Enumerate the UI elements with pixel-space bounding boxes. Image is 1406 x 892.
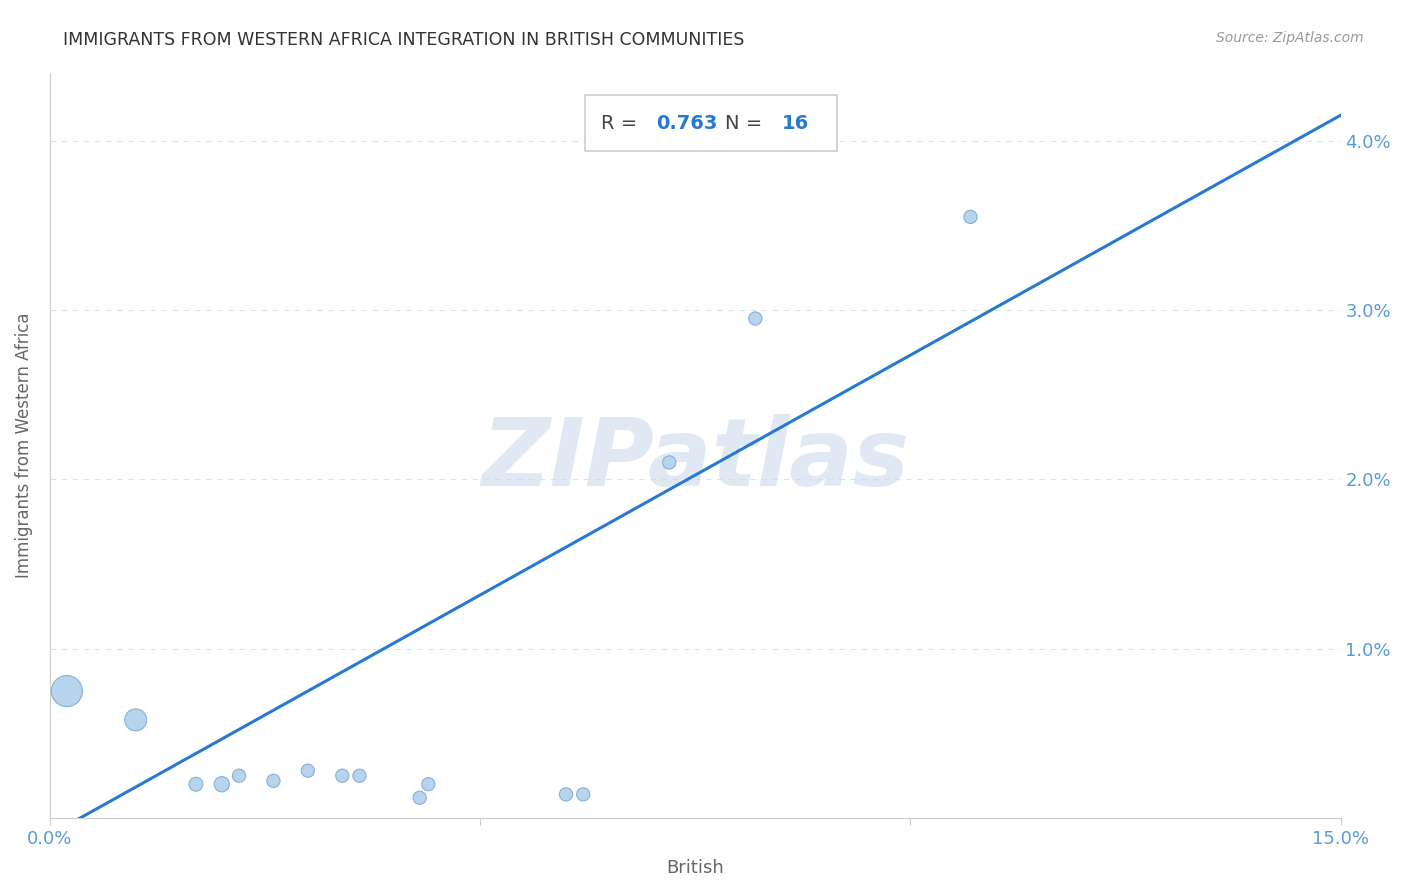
Point [744,311,766,326]
Text: 0.763: 0.763 [657,114,717,133]
Point [297,764,319,778]
Point [211,777,233,791]
Text: R =: R = [600,114,644,133]
Point [418,777,440,791]
Y-axis label: Immigrants from Western Africa: Immigrants from Western Africa [15,313,32,578]
Point [56,684,79,698]
Point [572,788,595,802]
FancyBboxPatch shape [585,95,837,152]
Text: N =: N = [724,114,768,133]
Text: IMMIGRANTS FROM WESTERN AFRICA INTEGRATION IN BRITISH COMMUNITIES: IMMIGRANTS FROM WESTERN AFRICA INTEGRATI… [63,31,745,49]
Point [349,769,371,783]
Text: Source: ZipAtlas.com: Source: ZipAtlas.com [1216,31,1364,45]
Point [959,210,981,224]
Point [409,790,432,805]
Point [125,713,148,727]
Point [330,769,353,783]
X-axis label: British: British [666,859,724,877]
Text: ZIPatlas: ZIPatlas [481,415,910,507]
Point [555,788,578,802]
Point [184,777,207,791]
Text: 16: 16 [782,114,808,133]
Point [658,455,681,469]
Point [228,769,250,783]
Point [262,773,284,788]
